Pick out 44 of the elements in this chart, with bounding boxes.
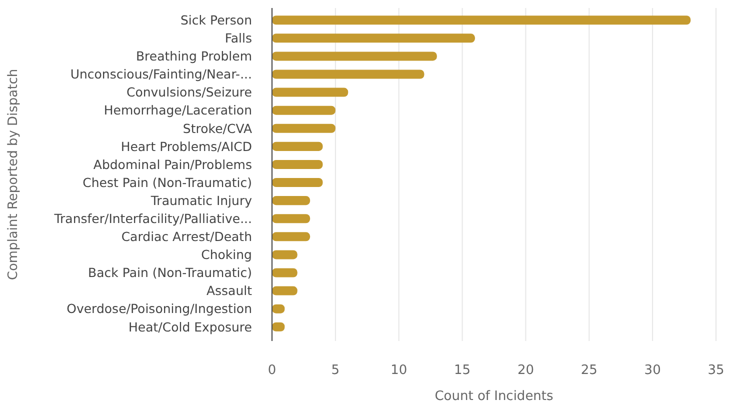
x-tick-label: 5 (331, 363, 340, 378)
x-tick-label: 15 (454, 363, 471, 378)
bar (272, 106, 336, 115)
bar (272, 124, 336, 133)
x-tick-label: 25 (580, 363, 598, 378)
bar (272, 286, 298, 296)
y-tick-label: Transfer/Interfacility/Palliative... (53, 210, 252, 226)
y-tick-label: Stroke/CVA (182, 120, 252, 136)
y-tick-label: Traumatic Injury (150, 192, 253, 208)
x-axis-title: Count of Incidents (434, 389, 554, 404)
bar (272, 268, 298, 278)
y-axis-title: Complaint Reported by Dispatch (6, 68, 21, 280)
bar (272, 232, 310, 242)
bar (272, 70, 424, 79)
x-tick-label: 0 (268, 363, 276, 378)
bar (272, 34, 475, 43)
bar (272, 88, 348, 97)
y-tick-label: Assault (206, 283, 252, 298)
y-tick-label: Falls (224, 30, 252, 46)
y-tick-label: Abdominal Pain/Problems (93, 156, 252, 172)
bar (272, 178, 323, 188)
x-tick-label: 10 (390, 363, 408, 378)
bar (272, 142, 323, 151)
x-tick-label: 20 (517, 363, 534, 378)
bar (272, 16, 691, 25)
y-tick-label: Unconscious/Fainting/Near-... (70, 66, 252, 82)
y-tick-label: Cardiac Arrest/Death (121, 229, 252, 244)
y-tick-label: Breathing Problem (136, 48, 252, 64)
x-tick-label: 35 (708, 363, 724, 378)
bar (272, 250, 298, 260)
y-tick-label: Heart Problems/AICD (120, 138, 252, 154)
y-tick-label: Hemorrhage/Laceration (104, 102, 252, 118)
y-tick-label: Sick Person (180, 12, 252, 28)
bar (272, 196, 310, 206)
y-tick-label: Chest Pain (Non-Traumatic) (82, 174, 252, 190)
x-tick-label: 30 (644, 363, 661, 378)
bar (272, 160, 323, 169)
y-tick-label: Heat/Cold Exposure (128, 319, 252, 334)
y-tick-label: Convulsions/Seizure (126, 84, 252, 100)
bar (272, 52, 437, 61)
y-tick-label: Back Pain (Non-Traumatic) (88, 265, 252, 280)
bar (272, 214, 310, 224)
y-tick-label: Choking (201, 247, 252, 262)
y-tick-label: Overdose/Poisoning/Ingestion (66, 301, 252, 316)
